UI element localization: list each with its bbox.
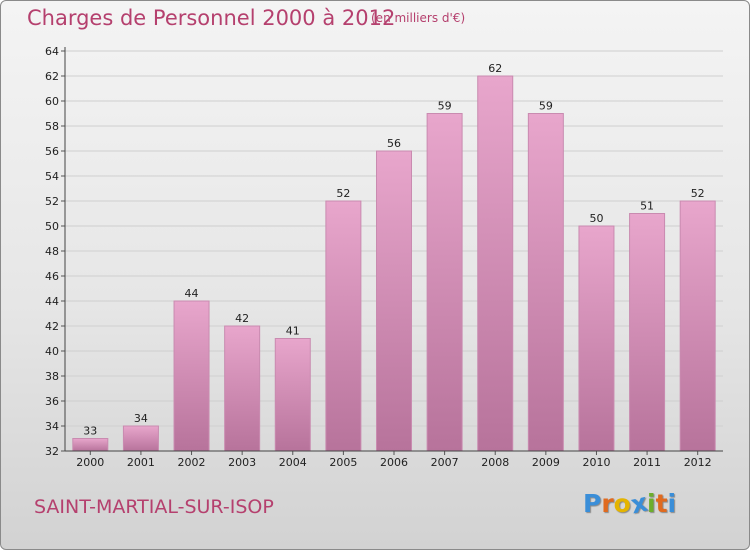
- bar-2005: [325, 200, 362, 452]
- y-tick-label: 32: [45, 445, 59, 458]
- bar-2003: [224, 325, 261, 452]
- bar-2010: [578, 225, 615, 452]
- y-tick-label: 58: [45, 120, 59, 133]
- chart-title: Charges de Personnel 2000 à 2012: [27, 6, 396, 30]
- data-label: 42: [235, 312, 249, 325]
- y-tick-label: 48: [45, 245, 59, 258]
- bar-2006: [376, 150, 412, 452]
- x-tick-label: 2012: [684, 456, 712, 469]
- x-tick-label: 2010: [582, 456, 610, 469]
- x-tick-label: 2004: [279, 456, 307, 469]
- y-tick-label: 50: [45, 220, 59, 233]
- x-axis-ticks: 2000 2001 2002 2003 2004 2005 2006 2007 2008 2009…: [76, 451, 712, 469]
- y-tick-label: 60: [45, 95, 59, 108]
- bar-2009: [527, 113, 564, 452]
- y-tick-label: 44: [45, 295, 59, 308]
- data-label: 52: [691, 187, 705, 200]
- x-tick-label: 2002: [178, 456, 206, 469]
- bar-2008: [477, 75, 514, 452]
- chart-subtitle: (en milliers d'€): [371, 11, 466, 25]
- y-tick-label: 40: [45, 345, 59, 358]
- y-tick-label: 52: [45, 195, 59, 208]
- bar-2012: [679, 200, 716, 452]
- x-tick-label: 2005: [329, 456, 357, 469]
- data-label: 59: [438, 100, 452, 113]
- x-tick-label: 2006: [380, 456, 408, 469]
- data-label: 34: [134, 412, 148, 425]
- y-axis-ticks: 32 34 36 38 40 42 44 46 48 50 52 54 56 58 60 62 64: [45, 45, 65, 458]
- data-label: 44: [185, 287, 199, 300]
- y-tick-label: 62: [45, 70, 59, 83]
- y-tick-label: 38: [45, 370, 59, 383]
- bar-2000: [72, 438, 109, 452]
- proxiti-logo: Proxiti: [583, 487, 677, 520]
- data-label: 41: [286, 325, 300, 338]
- data-label: 56: [387, 137, 401, 150]
- y-tick-label: 36: [45, 395, 59, 408]
- x-tick-label: 2009: [532, 456, 560, 469]
- axes: [64, 47, 723, 452]
- data-label: 62: [488, 62, 502, 75]
- bar-2011: [629, 213, 666, 452]
- data-labels: 33 34 44 42 41 52 56 59 62 59 50 51 52: [83, 62, 704, 438]
- bar-2004: [274, 338, 311, 452]
- y-tick-label: 46: [45, 270, 59, 283]
- x-tick-label: 2008: [481, 456, 509, 469]
- data-label: 52: [336, 187, 350, 200]
- x-tick-label: 2001: [127, 456, 155, 469]
- data-label: 33: [83, 425, 97, 438]
- y-tick-label: 34: [45, 420, 59, 433]
- bar-2002: [173, 300, 210, 452]
- y-tick-label: 42: [45, 320, 59, 333]
- x-tick-label: 2007: [431, 456, 459, 469]
- bar-2001: [122, 425, 159, 452]
- y-tick-label: 56: [45, 145, 59, 158]
- x-tick-label: 2003: [228, 456, 256, 469]
- y-tick-label: 54: [45, 170, 59, 183]
- y-tick-label: 64: [45, 45, 59, 58]
- bars: [72, 75, 716, 452]
- bar-2007: [426, 113, 463, 452]
- x-tick-label: 2011: [633, 456, 661, 469]
- commune-name: SAINT-MARTIAL-SUR-ISOP: [34, 496, 274, 518]
- x-tick-label: 2000: [76, 456, 104, 469]
- data-label: 51: [640, 200, 654, 213]
- data-label: 59: [539, 100, 553, 113]
- data-label: 50: [589, 212, 603, 225]
